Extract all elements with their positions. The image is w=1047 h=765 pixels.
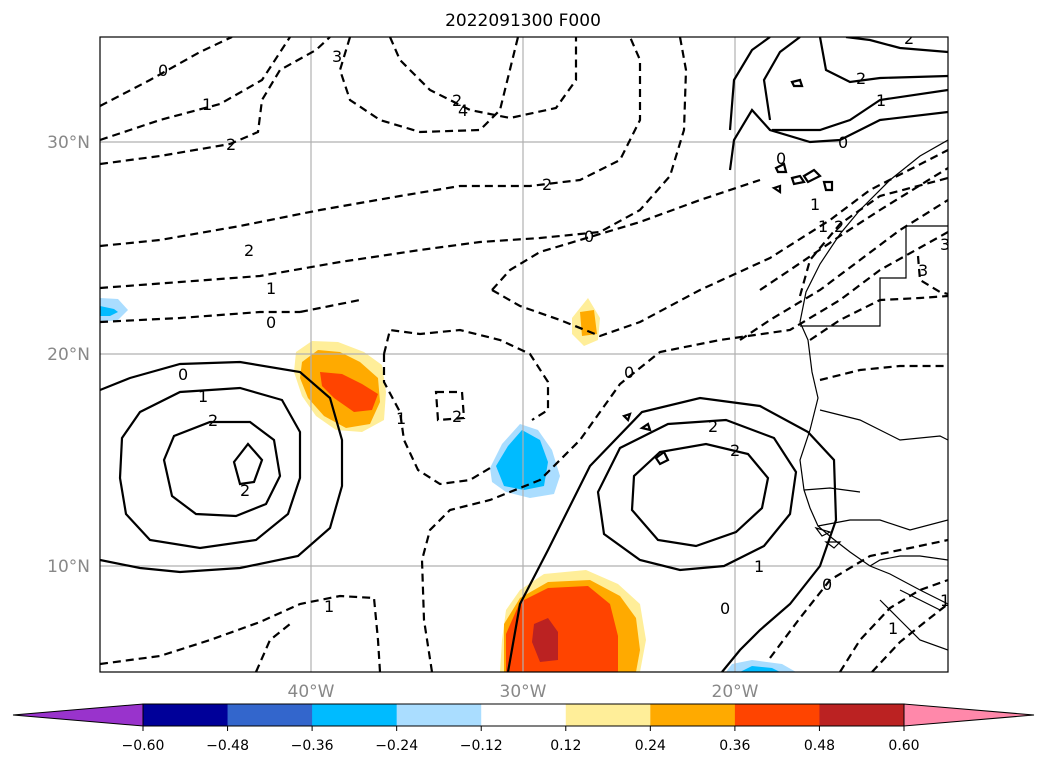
contour-label: 1 — [876, 91, 886, 110]
contour-label: 2 — [730, 441, 740, 460]
contour-label: 2 — [226, 135, 236, 154]
contour-label: 0 — [584, 227, 594, 246]
colorbar-outline — [142, 703, 905, 727]
coastlines — [799, 139, 948, 651]
shade-orange-small — [580, 310, 597, 336]
contour-label: 3 — [940, 235, 950, 254]
map-frame — [99, 36, 949, 673]
contour-label: 1 — [396, 409, 406, 428]
colorbar-tick-label: −0.48 — [206, 738, 249, 754]
colorbar-segment — [819, 704, 905, 726]
contour-label: 0 — [266, 313, 276, 332]
colorbar-segment — [143, 704, 229, 726]
lon-label-30w: 30°W — [500, 682, 547, 702]
contour-label: 0 — [776, 149, 786, 168]
contour-label: 2 — [244, 241, 254, 260]
shade-cyan-30w — [496, 430, 548, 490]
contour-label: 1 — [198, 387, 208, 406]
colorbar-segment — [312, 704, 398, 726]
colorbar-tick-label: −0.36 — [291, 738, 334, 754]
colorbar-tick-label: −0.24 — [375, 738, 418, 754]
shade-redorange-40w — [320, 372, 378, 412]
contour-label: 0 — [158, 61, 168, 80]
contour-label: 1 — [818, 217, 828, 236]
contour-label: 1 — [754, 557, 764, 576]
lat-label-20n: 20°N — [47, 345, 90, 365]
colorbar-segment — [650, 704, 736, 726]
lon-label-20w: 20°W — [712, 682, 759, 702]
map-area: 0 1 2 3 4 2 2 2 1 0 2 0 2 1 0 0 1 2 2 2 … — [100, 29, 950, 672]
shade-cyan-left-edge — [100, 306, 118, 316]
contour-label: 1 — [324, 597, 334, 616]
contour-label: 2 — [208, 411, 218, 430]
colorbar-extend-high — [903, 703, 1035, 727]
colorbar-tick-label: −0.12 — [460, 738, 503, 754]
contour-label: 2 — [856, 69, 866, 88]
contour-label: 3 — [918, 261, 928, 280]
contour-label: 2 — [904, 29, 914, 48]
colorbar-tick-label: −0.60 — [122, 738, 165, 754]
contour-label: 0 — [822, 575, 832, 594]
contour-label: 2 — [708, 417, 718, 436]
shade-darkred-bottom — [532, 618, 558, 662]
contour-label: 1 — [888, 619, 898, 638]
colorbar-segment — [734, 704, 820, 726]
lon-label-40w: 40°W — [288, 682, 335, 702]
contour-label: 2 — [240, 481, 250, 500]
shade-cyan-bottom-right — [740, 666, 780, 672]
longitude-labels: 40°W 30°W 20°W — [288, 682, 759, 702]
contour-label: 0 — [838, 133, 848, 152]
lat-label-30n: 30°N — [47, 133, 90, 153]
contour-label: 4 — [458, 101, 468, 120]
lat-label-10n: 10°N — [47, 557, 90, 577]
colorbar-segment — [565, 704, 651, 726]
chart-title: 2022091300 F000 — [445, 11, 601, 31]
contour-label: 2 — [452, 91, 462, 110]
colorbar-tick-label: 0.48 — [804, 738, 835, 754]
colorbar: −0.60 −0.48 −0.36 −0.24 −0.12 0.12 0.24 0.36 0.4… — [12, 703, 1035, 754]
contour-label: 1 — [202, 95, 212, 114]
positive-contours — [100, 37, 948, 672]
contour-label: 0 — [178, 365, 188, 384]
contour-label: 1 — [266, 279, 276, 298]
colorbar-tick-label: 0.24 — [635, 738, 666, 754]
contour-label: 0 — [720, 599, 730, 618]
shade-blue-bottom-right — [726, 660, 796, 672]
colorbar-tick-label: 0.12 — [550, 738, 581, 754]
latitude-labels: 30°N 20°N 10°N — [47, 133, 90, 577]
contour-label: 2 — [834, 217, 844, 236]
colorbar-tick-label: 0.36 — [719, 738, 750, 754]
contour-label: 1 — [940, 591, 950, 610]
shading-layer — [100, 298, 796, 672]
colorbar-tick-label: 0.60 — [888, 738, 919, 754]
contour-labels: 0 1 2 3 4 2 2 2 1 0 2 0 2 1 0 0 1 2 2 2 … — [158, 29, 950, 638]
contour-label: 2 — [542, 175, 552, 194]
colorbar-segment — [227, 704, 313, 726]
colorbar-segment — [481, 704, 567, 726]
contour-label: 2 — [452, 407, 462, 426]
negative-contours — [100, 37, 948, 672]
contour-label: 0 — [624, 363, 634, 382]
contour-label: 1 — [810, 195, 820, 214]
colorbar-extend-low — [12, 703, 144, 727]
shade-redorange-bottom — [506, 586, 618, 672]
colorbar-segment — [396, 704, 482, 726]
contour-label: 3 — [332, 47, 342, 66]
